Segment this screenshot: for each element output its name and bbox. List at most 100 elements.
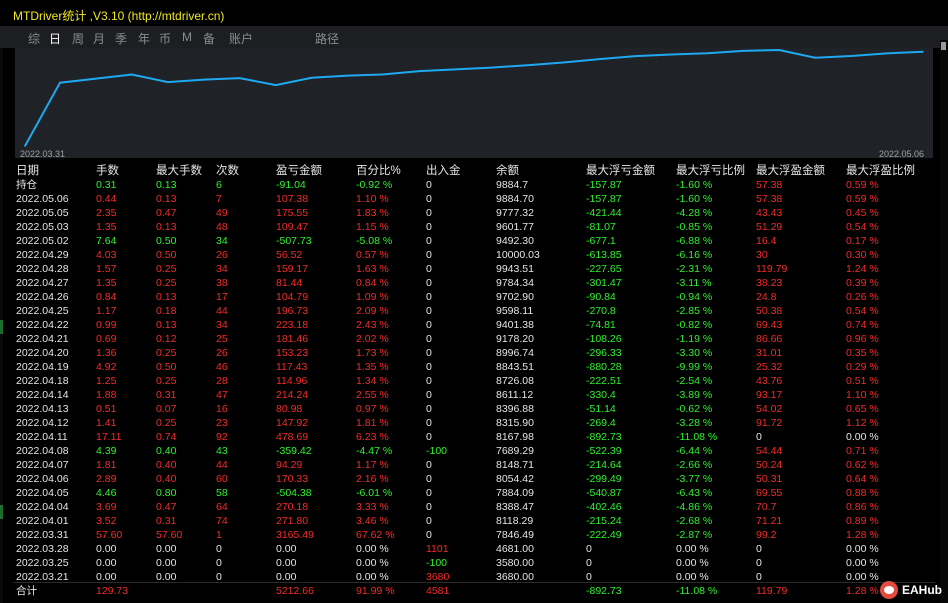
table-row[interactable]: 2022.04.26 0.84 0.13 17 104.79 1.09 % 0 9702.90… <box>13 290 935 304</box>
cell-max_fp_pct: 0.54 % <box>846 305 879 317</box>
cell-max_fp: 51.29 <box>756 221 783 233</box>
table-row[interactable]: 2022.04.06 2.89 0.40 60 170.33 2.16 % 0 8054.42… <box>13 472 935 486</box>
tab-7[interactable]: M <box>182 30 192 44</box>
cell-flow: 0 <box>426 473 432 485</box>
table-row[interactable]: 2022.05.06 0.44 0.13 7 107.38 1.10 % 0 9884.70 -… <box>13 192 935 206</box>
tab-1[interactable]: 日 <box>49 32 62 46</box>
cell-max_dd_pct: -6.88 % <box>676 235 713 247</box>
cell-balance: 7689.29 <box>496 445 534 457</box>
table-row[interactable]: 2022.04.29 4.03 0.50 26 56.52 0.57 % 0 10000.03… <box>13 248 935 262</box>
table-row[interactable]: 持仓 0.31 0.13 6 -91.04 -0.92 % 0 9884.7 -157.87 -1… <box>13 178 935 192</box>
cell-max_fp_pct: 1.24 % <box>846 263 879 275</box>
total-max_fp: 119.79 <box>756 585 788 597</box>
total-separator <box>13 582 935 583</box>
header-pnl[interactable]: 盈亏金额 <box>276 165 322 177</box>
cell-pct: -6.01 % <box>356 487 393 499</box>
table-row[interactable]: 2022.04.28 1.57 0.25 34 159.17 1.63 % 0 9943.51… <box>13 262 935 276</box>
cell-count: 0 <box>216 543 222 555</box>
table-row[interactable]: 2022.04.11 17.11 0.74 92 478.69 6.23 % 0 8167.9… <box>13 430 935 444</box>
cell-pnl: -507.73 <box>276 235 312 247</box>
tab-4[interactable]: 季 <box>115 32 128 46</box>
table-row[interactable]: 2022.04.08 4.39 0.40 43 -359.42 -4.47 % -100 76… <box>13 444 935 458</box>
table-row[interactable]: 2022.03.21 0.00 0.00 0 0.00 0.00 % 3680 3680.00… <box>13 570 935 584</box>
scroll-handle[interactable] <box>941 42 946 50</box>
header-lots[interactable]: 手数 <box>96 165 119 177</box>
cell-max_dd_pct: 0.00 % <box>676 543 709 555</box>
table-row[interactable]: 2022.03.28 0.00 0.00 0 0.00 0.00 % 1101 4681.00… <box>13 542 935 556</box>
tab-3[interactable]: 月 <box>93 32 106 46</box>
table-row[interactable]: 2022.04.21 0.69 0.12 25 181.46 2.02 % 0 9178.20… <box>13 332 935 346</box>
cell-pct: -0.92 % <box>356 179 393 191</box>
cell-balance: 9492.30 <box>496 235 534 247</box>
cell-pnl: -91.04 <box>276 179 306 191</box>
cell-max_lots: 0.13 <box>156 319 177 331</box>
table-row[interactable]: 2022.04.14 1.88 0.31 47 214.24 2.55 % 0 8611.12… <box>13 388 935 402</box>
stats-table: 日期 手数 最大手数 次数 盈亏金额 百分比% 出入金 余额 最大浮亏金额 最大浮亏比例 最大浮盈金… <box>13 160 935 603</box>
table-row[interactable]: 2022.04.13 0.51 0.07 16 80.98 0.97 % 0 8396.88 -… <box>13 402 935 416</box>
table-row[interactable]: 2022.05.02 7.64 0.50 34 -507.73 -5.08 % 0 9492.… <box>13 234 935 248</box>
header-count[interactable]: 次数 <box>216 165 239 177</box>
cell-max_fp_pct: 0.17 % <box>846 235 879 247</box>
equity-point <box>886 52 888 55</box>
equity-point <box>59 81 61 84</box>
cell-max_dd: -81.07 <box>586 221 616 233</box>
cell-max_fp_pct: 0.71 % <box>846 445 879 457</box>
tab-9[interactable]: 账户 <box>229 32 254 46</box>
cell-count: 1 <box>216 529 222 541</box>
header-max_dd_pct[interactable]: 最大浮亏比例 <box>676 165 745 177</box>
table-row[interactable]: 2022.04.19 4.92 0.50 46 117.43 1.35 % 0 8843.51… <box>13 360 935 374</box>
header-date[interactable]: 日期 <box>16 165 39 177</box>
edge-marker <box>0 505 3 519</box>
table-row[interactable]: 2022.04.04 3.69 0.47 64 270.18 3.33 % 0 8388.47… <box>13 500 935 514</box>
table-row[interactable]: 2022.04.18 1.25 0.25 28 114.96 1.34 % 0 8726.08… <box>13 374 935 388</box>
tab-10[interactable]: 路径 <box>315 32 340 46</box>
header-max_lots[interactable]: 最大手数 <box>156 165 202 177</box>
header-max_fp_pct[interactable]: 最大浮盈比例 <box>846 165 915 177</box>
cell-max_lots: 0.18 <box>156 305 177 317</box>
cell-max_dd_pct: -2.68 % <box>676 515 713 527</box>
cell-max_fp_pct: 0.86 % <box>846 501 879 513</box>
cell-lots: 1.57 <box>96 263 117 275</box>
tab-6[interactable]: 币 <box>159 32 172 46</box>
cell-pnl: 270.18 <box>276 501 309 513</box>
table-row[interactable]: 2022.04.07 1.81 0.40 44 94.29 1.17 % 0 8148.71 -… <box>13 458 935 472</box>
cell-max_fp: 54.44 <box>756 445 783 457</box>
cell-max_lots: 0.13 <box>156 179 177 191</box>
cell-max_lots: 0.40 <box>156 473 177 485</box>
cell-date: 2022.04.12 <box>16 417 69 429</box>
total-max_dd_pct: -11.08 % <box>676 585 718 597</box>
table-row[interactable]: 2022.04.05 4.46 0.80 58 -504.38 -6.01 % 0 7884.… <box>13 486 935 500</box>
equity-point <box>490 66 493 69</box>
cell-max_fp_pct: 0.00 % <box>846 557 879 569</box>
tab-5[interactable]: 年 <box>138 32 151 46</box>
table-row[interactable]: 2022.04.22 0.99 0.13 34 223.18 2.43 % 0 9401.38… <box>13 318 935 332</box>
table-row[interactable]: 2022.05.03 1.35 0.13 48 109.47 1.15 % 0 9601.77… <box>13 220 935 234</box>
tab-8[interactable]: 备 <box>203 32 216 46</box>
tab-0[interactable]: 综 <box>28 32 41 46</box>
cell-lots: 4.92 <box>96 361 117 373</box>
cell-balance: 3680.00 <box>496 571 534 583</box>
cell-lots: 4.03 <box>96 249 117 261</box>
header-max_fp[interactable]: 最大浮盈金额 <box>756 165 825 177</box>
table-row[interactable]: 2022.03.25 0.00 0.00 0 0.00 0.00 % -100 3580.00… <box>13 556 935 570</box>
table-row[interactable]: 2022.05.05 2.35 0.47 49 175.55 1.83 % 0 9777.32… <box>13 206 935 220</box>
table-row[interactable]: 2022.04.12 1.41 0.25 23 147.92 1.81 % 0 8315.90… <box>13 416 935 430</box>
table-row[interactable]: 2022.03.31 57.60 57.60 1 3165.49 67.62 % 0 7846… <box>13 528 935 542</box>
table-row[interactable]: 2022.04.25 1.17 0.18 44 196.73 2.09 % 0 9598.11… <box>13 304 935 318</box>
cell-count: 44 <box>216 305 228 317</box>
table-row[interactable]: 2022.04.27 1.35 0.25 38 81.44 0.84 % 0 9784.34 -… <box>13 276 935 290</box>
table-row[interactable]: 2022.04.01 3.52 0.31 74 271.80 3.46 % 0 8118.29… <box>13 514 935 528</box>
header-flow[interactable]: 出入金 <box>426 165 461 177</box>
table-row[interactable]: 2022.04.20 1.36 0.25 26 153.23 1.73 % 0 8996.74… <box>13 346 935 360</box>
cell-pnl: 0.00 <box>276 557 297 569</box>
cell-max_lots: 0.31 <box>156 515 177 527</box>
cell-count: 60 <box>216 473 228 485</box>
header-balance[interactable]: 余额 <box>496 165 519 177</box>
tab-2[interactable]: 周 <box>72 32 85 46</box>
header-pct[interactable]: 百分比% <box>356 165 401 177</box>
cell-count: 58 <box>216 487 228 499</box>
cell-count: 64 <box>216 501 228 513</box>
right-scroll-strip[interactable] <box>940 40 948 603</box>
header-max_dd[interactable]: 最大浮亏金额 <box>586 165 655 177</box>
equity-point <box>526 64 529 66</box>
